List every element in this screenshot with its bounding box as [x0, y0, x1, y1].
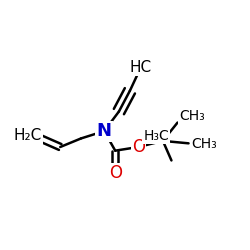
Text: CH₃: CH₃	[191, 137, 217, 151]
Text: HC: HC	[130, 60, 152, 75]
Text: H₂C: H₂C	[13, 128, 41, 144]
Text: CH₃: CH₃	[179, 110, 204, 124]
Text: H₃C: H₃C	[143, 129, 169, 143]
Text: O: O	[109, 164, 122, 182]
Text: N: N	[97, 122, 112, 140]
Text: O: O	[132, 138, 145, 156]
